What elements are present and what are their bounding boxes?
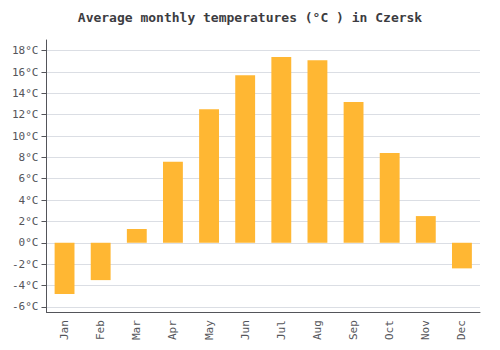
svg-text:2°C: 2°C (19, 215, 39, 228)
svg-text:-4°C: -4°C (12, 279, 39, 292)
svg-text:Nov: Nov (419, 320, 432, 340)
svg-text:-6°C: -6°C (12, 300, 39, 313)
svg-text:-2°C: -2°C (12, 258, 39, 271)
svg-text:0°C: 0°C (19, 236, 39, 249)
svg-text:Jul: Jul (275, 320, 288, 340)
svg-text:6°C: 6°C (19, 172, 39, 185)
svg-text:Oct: Oct (383, 320, 396, 340)
svg-text:Apr: Apr (166, 320, 179, 340)
svg-text:12°C: 12°C (12, 108, 39, 121)
svg-text:4°C: 4°C (19, 194, 39, 207)
svg-text:May: May (203, 320, 216, 340)
svg-text:18°C: 18°C (12, 44, 39, 57)
svg-text:Jan: Jan (58, 320, 71, 340)
svg-text:8°C: 8°C (19, 151, 39, 164)
svg-text:Jun: Jun (239, 320, 252, 340)
svg-text:Average monthly temperatures (: Average monthly temperatures (°C ) in Cz… (78, 10, 423, 25)
svg-text:14°C: 14°C (12, 87, 39, 100)
svg-text:16°C: 16°C (12, 66, 39, 79)
svg-text:10°C: 10°C (12, 130, 39, 143)
svg-text:Aug: Aug (311, 320, 324, 340)
svg-text:Dec: Dec (455, 320, 468, 340)
svg-text:Sep: Sep (347, 320, 360, 340)
svg-text:Mar: Mar (130, 320, 143, 340)
svg-text:Feb: Feb (94, 320, 107, 340)
